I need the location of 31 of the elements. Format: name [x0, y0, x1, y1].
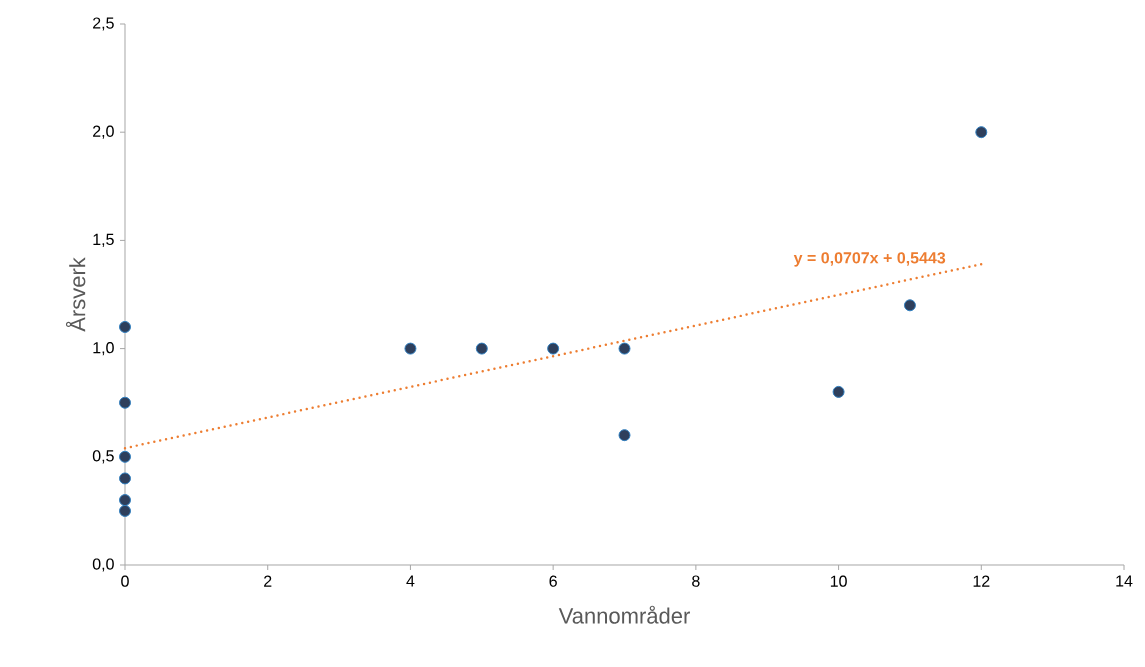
y-tick-label: 2,5 [93, 17, 114, 31]
point [618, 342, 631, 355]
y-tick-label: 1,0 [93, 341, 114, 356]
y-axis-title: Årsverk [65, 257, 86, 332]
point [618, 429, 631, 442]
point [832, 385, 845, 398]
y-tick-label: 1,5 [93, 233, 114, 247]
point [119, 320, 131, 333]
x-tick-label: 10 [830, 575, 847, 587]
point [475, 342, 488, 355]
point [119, 504, 131, 517]
x-tick-label: 14 [1116, 575, 1133, 587]
x-tick-label: 0 [121, 575, 129, 587]
x-tick-label: 6 [549, 575, 557, 587]
x-tick-label: 8 [692, 575, 700, 587]
point [119, 494, 131, 507]
x-axis-title: Vannområder [558, 605, 690, 624]
y-tick-label: 0,0 [92, 558, 114, 572]
point [119, 450, 131, 463]
annotation: y = 0,0707x + 0,5443 [793, 252, 946, 267]
point [975, 126, 988, 139]
x-tick-label: 4 [406, 575, 415, 587]
point [404, 342, 417, 355]
y-tick-label: 0,5 [92, 450, 114, 464]
point [547, 342, 560, 355]
point [903, 299, 916, 312]
point [119, 472, 131, 485]
y-tick-label: 2,0 [93, 125, 114, 139]
x-tick-label: 12 [973, 575, 990, 587]
point [119, 396, 131, 409]
x-tick-label: 2 [264, 575, 272, 587]
